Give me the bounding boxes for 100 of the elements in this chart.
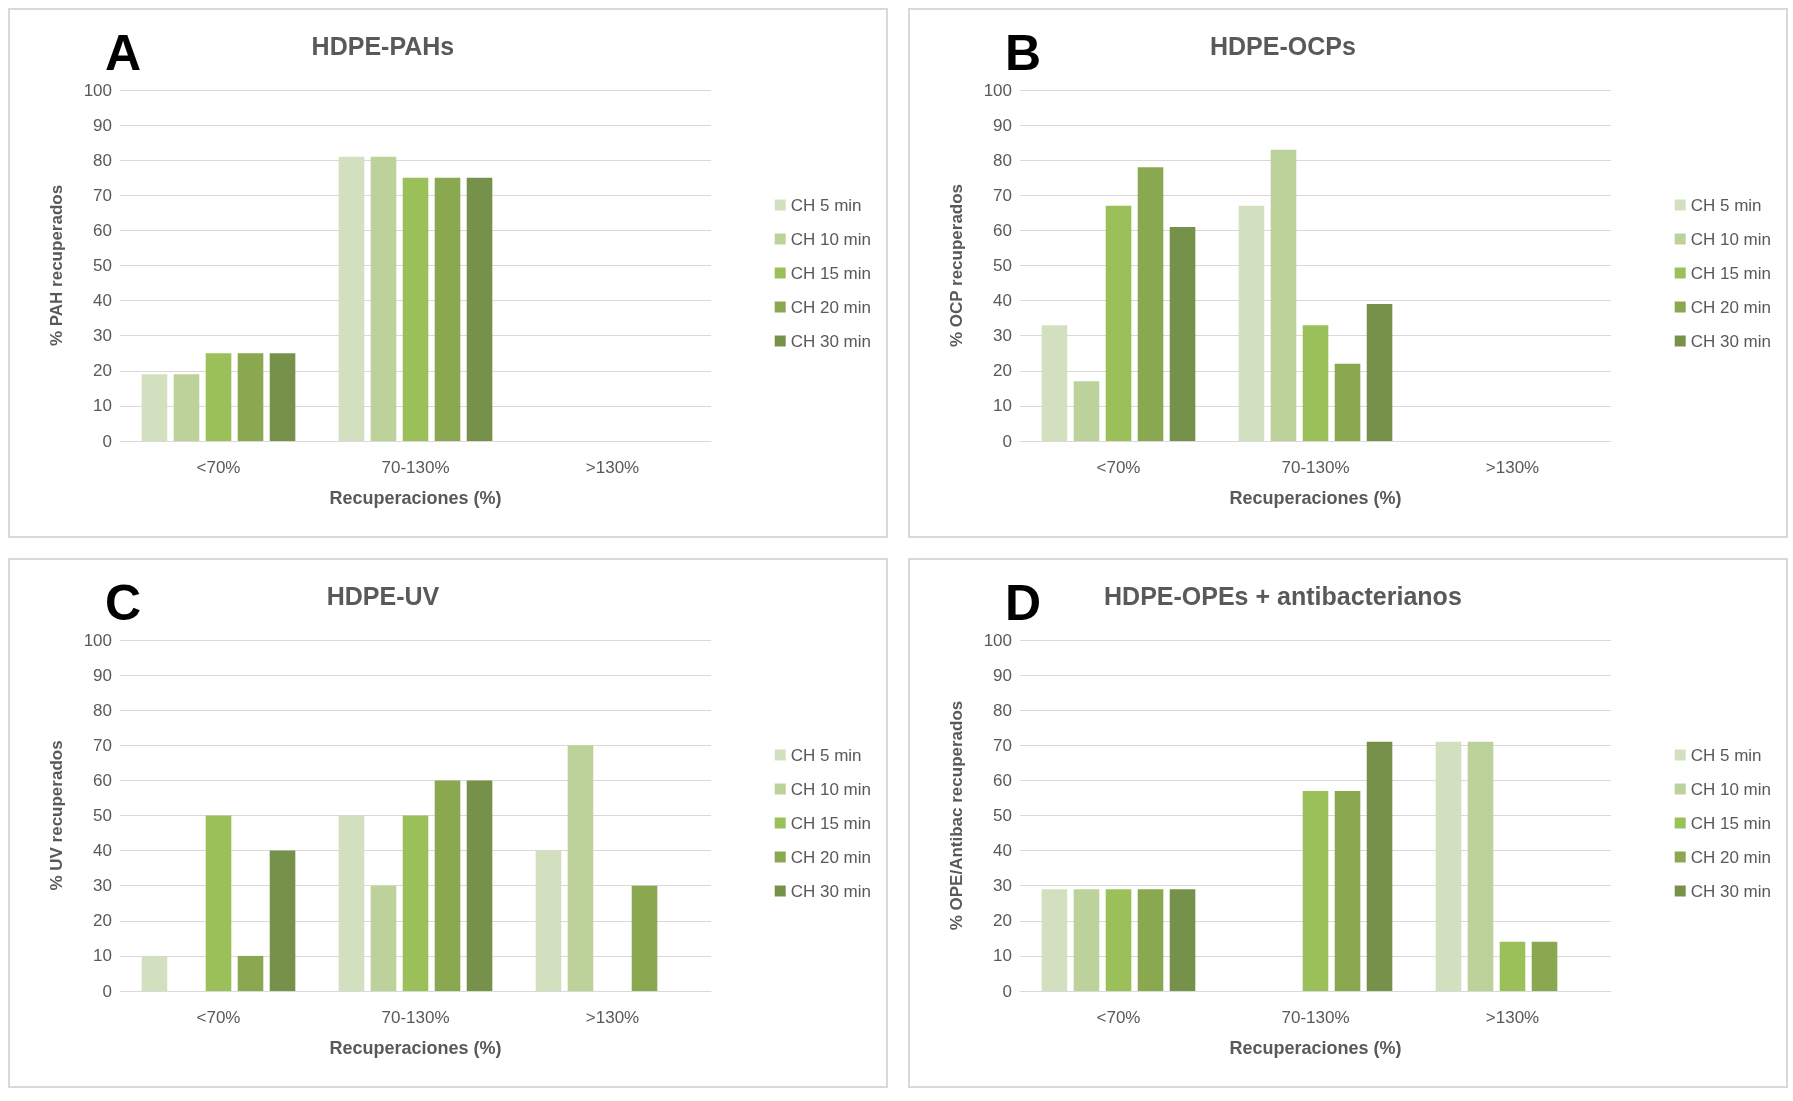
bar bbox=[1137, 167, 1164, 441]
y-tick-label: 100 bbox=[83, 80, 112, 100]
y-tick-label: 10 bbox=[93, 396, 112, 416]
bar bbox=[1073, 889, 1100, 991]
y-tick-label: 50 bbox=[93, 806, 112, 825]
legend-label: CH 5 min bbox=[1690, 195, 1762, 215]
x-tick-label: >130% bbox=[585, 1008, 640, 1027]
y-tick-label: 40 bbox=[93, 841, 112, 861]
legend-label: CH 5 min bbox=[790, 745, 862, 765]
y-tick-label: 90 bbox=[993, 115, 1012, 135]
bar bbox=[1467, 741, 1494, 991]
bar bbox=[1334, 790, 1361, 991]
chart-title: HDPE-UV bbox=[326, 581, 440, 610]
chart-title: HDPE-OCPs bbox=[1209, 31, 1356, 60]
bar bbox=[1366, 741, 1393, 991]
legend-label: CH 5 min bbox=[790, 195, 862, 215]
bar bbox=[141, 955, 168, 991]
x-tick-label: >130% bbox=[585, 458, 640, 477]
y-tick-label: 20 bbox=[993, 361, 1012, 381]
bar bbox=[1499, 941, 1526, 991]
bar bbox=[1270, 149, 1297, 441]
bar bbox=[269, 850, 296, 991]
y-axis-title: % PAH recuperados bbox=[47, 184, 66, 347]
y-tick-label: 0 bbox=[1002, 431, 1012, 451]
bar bbox=[1105, 889, 1132, 991]
y-tick-label: 100 bbox=[983, 80, 1012, 100]
y-tick-label: 60 bbox=[93, 770, 112, 790]
y-tick-label: 80 bbox=[993, 700, 1012, 720]
x-tick-label: <70% bbox=[1096, 458, 1141, 477]
y-tick-label: 80 bbox=[93, 150, 112, 170]
y-tick-label: 30 bbox=[993, 326, 1012, 346]
y-tick-label: 70 bbox=[93, 185, 112, 205]
y-tick-label: 60 bbox=[93, 220, 112, 240]
legend-label: CH 15 min bbox=[790, 263, 872, 283]
legend-label: CH 15 min bbox=[1690, 263, 1772, 283]
y-tick-label: 70 bbox=[993, 735, 1012, 755]
legend-label: CH 20 min bbox=[1690, 297, 1772, 317]
y-tick-label: 30 bbox=[93, 326, 112, 346]
y-tick-label: 20 bbox=[93, 361, 112, 381]
legend-label: CH 10 min bbox=[1690, 229, 1772, 249]
y-tick-label: 80 bbox=[93, 700, 112, 720]
x-tick-label: 70-130% bbox=[381, 1008, 450, 1027]
bar bbox=[1137, 889, 1164, 991]
y-tick-label: 100 bbox=[83, 630, 112, 650]
bar bbox=[237, 353, 264, 441]
bar bbox=[1302, 325, 1329, 441]
y-tick-label: 50 bbox=[993, 256, 1012, 275]
bar bbox=[1334, 363, 1361, 441]
text: B bbox=[1005, 25, 1042, 81]
bar bbox=[402, 815, 429, 991]
x-axis-title: Recuperaciones (%) bbox=[329, 1038, 502, 1058]
y-tick-label: 10 bbox=[993, 946, 1012, 966]
y-tick-label: 70 bbox=[93, 735, 112, 755]
bar bbox=[1041, 325, 1068, 441]
bar bbox=[370, 156, 397, 441]
legend-label: CH 10 min bbox=[790, 779, 872, 799]
x-tick-label: >130% bbox=[1485, 1008, 1540, 1027]
y-tick-label: 40 bbox=[993, 291, 1012, 311]
y-tick-label: 0 bbox=[1002, 981, 1012, 1001]
bar bbox=[1169, 226, 1196, 441]
bar bbox=[535, 850, 562, 991]
y-axis-title: % OCP recuperados bbox=[947, 183, 966, 348]
bar bbox=[434, 177, 461, 441]
legend-label: CH 15 min bbox=[790, 813, 872, 833]
y-tick-label: 40 bbox=[993, 841, 1012, 861]
legend-label: CH 20 min bbox=[1690, 847, 1772, 867]
y-axis-title: % OPE/Antibac recuperados bbox=[947, 700, 966, 931]
bar bbox=[466, 780, 493, 991]
bar bbox=[1302, 790, 1329, 991]
x-axis-title: Recuperaciones (%) bbox=[1229, 1038, 1402, 1058]
y-tick-label: 10 bbox=[93, 946, 112, 966]
y-tick-label: 20 bbox=[993, 911, 1012, 931]
bar bbox=[338, 156, 365, 441]
y-tick-label: 90 bbox=[93, 665, 112, 685]
text: D bbox=[1005, 575, 1042, 631]
x-axis-title: Recuperaciones (%) bbox=[1229, 488, 1402, 508]
x-tick-label: <70% bbox=[196, 458, 241, 477]
y-tick-label: 60 bbox=[993, 770, 1012, 790]
y-tick-label: 0 bbox=[102, 431, 112, 451]
bar bbox=[1435, 741, 1462, 991]
y-tick-label: 90 bbox=[93, 115, 112, 135]
chart-title: HDPE-OPEs + antibacterianos bbox=[1104, 581, 1462, 610]
bar bbox=[269, 353, 296, 441]
y-tick-label: 30 bbox=[93, 876, 112, 896]
bar bbox=[205, 353, 232, 441]
y-tick-label: 70 bbox=[993, 185, 1012, 205]
bar bbox=[370, 885, 397, 991]
bar bbox=[237, 955, 264, 991]
legend-label: CH 30 min bbox=[1690, 331, 1772, 351]
bar bbox=[434, 780, 461, 991]
bar bbox=[141, 374, 168, 441]
legend-label: CH 30 min bbox=[790, 331, 872, 351]
y-tick-label: 10 bbox=[993, 396, 1012, 416]
bar bbox=[1238, 205, 1265, 441]
x-tick-label: 70-130% bbox=[381, 458, 450, 477]
y-tick-label: 50 bbox=[93, 256, 112, 275]
bar bbox=[1366, 304, 1393, 441]
bar bbox=[1073, 381, 1100, 441]
y-tick-label: 50 bbox=[993, 806, 1012, 825]
x-tick-label: 70-130% bbox=[1281, 458, 1350, 477]
